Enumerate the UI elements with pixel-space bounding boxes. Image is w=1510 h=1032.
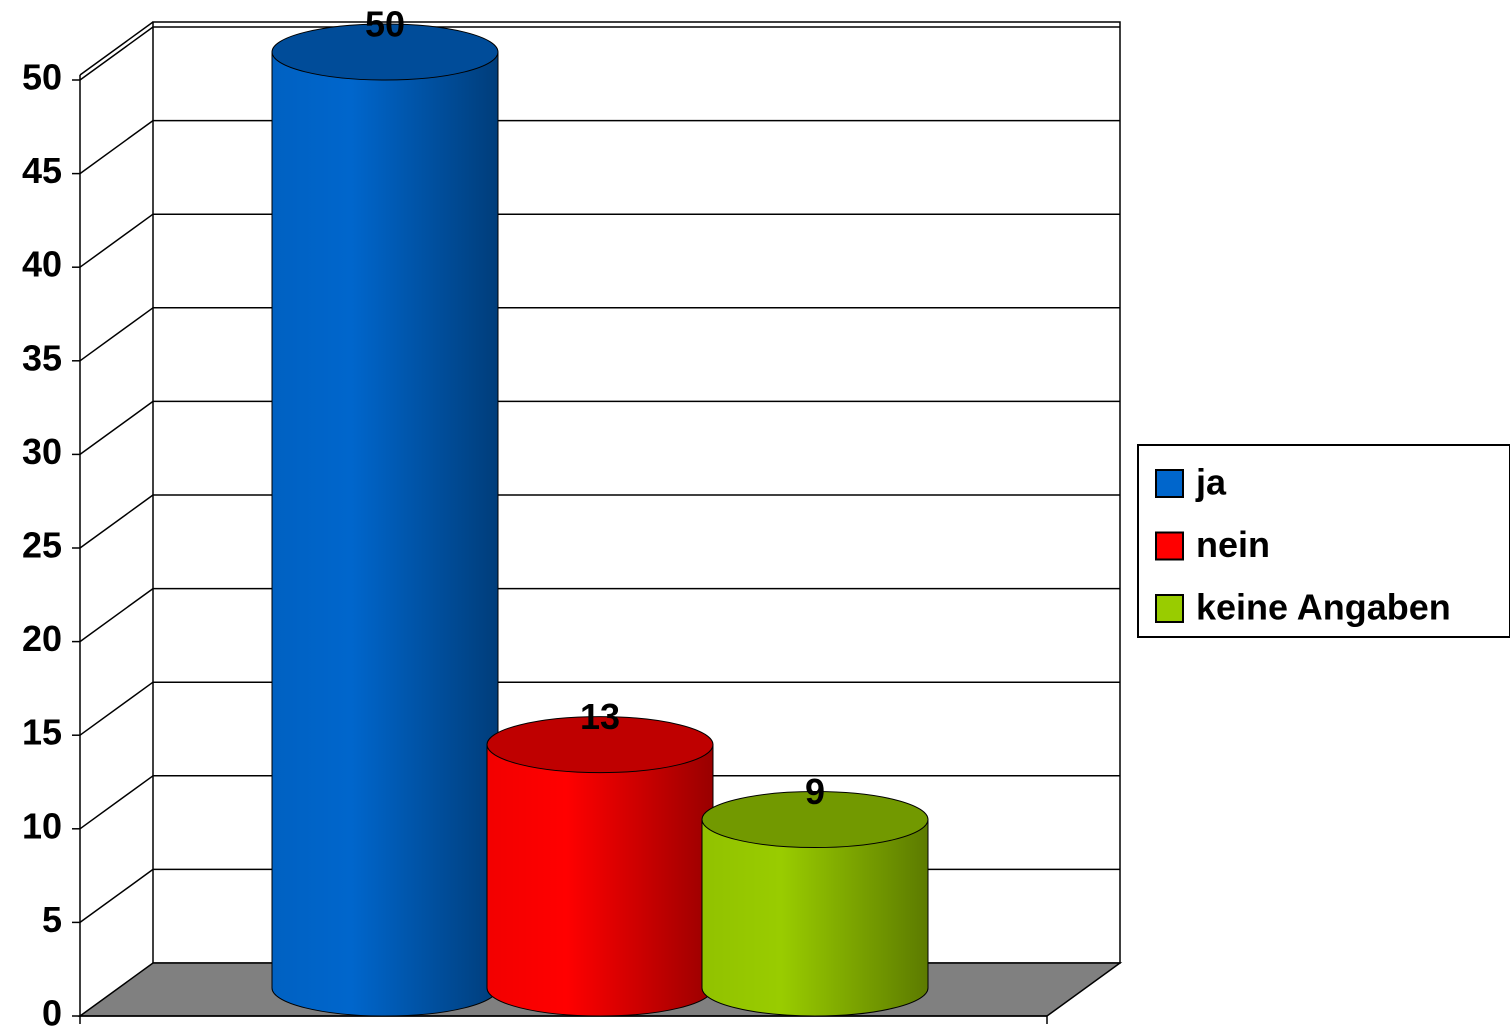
bar-shade bbox=[487, 744, 713, 1016]
legend-label: ja bbox=[1195, 462, 1227, 503]
legend-swatch bbox=[1155, 594, 1184, 623]
bar-top-shade bbox=[487, 716, 713, 773]
grid-line bbox=[79, 400, 154, 456]
grid-line bbox=[79, 775, 154, 830]
bar-top-shade bbox=[702, 791, 928, 848]
y-tick-label: 50 bbox=[22, 57, 62, 98]
y-tick-label: 35 bbox=[22, 337, 62, 378]
legend-label: keine Angaben bbox=[1196, 587, 1451, 628]
wall-edge bbox=[79, 21, 154, 76]
bar-top bbox=[486, 716, 714, 774]
grid-line bbox=[79, 868, 154, 924]
y-tick-label: 20 bbox=[22, 618, 62, 659]
data-label: 9 bbox=[805, 771, 825, 812]
y-tick-label: 10 bbox=[22, 805, 62, 846]
y-tick-label: 40 bbox=[22, 244, 62, 285]
grid-line bbox=[79, 119, 154, 175]
legend-swatch bbox=[1155, 531, 1184, 561]
bar-shade bbox=[702, 819, 928, 1016]
bar-top bbox=[701, 791, 929, 849]
bar-shade bbox=[272, 52, 498, 1016]
legend bbox=[1137, 444, 1510, 638]
bar-top-shade bbox=[272, 24, 498, 80]
grid-line bbox=[79, 494, 154, 549]
grid-line bbox=[79, 213, 154, 268]
legend-label: nein bbox=[1196, 524, 1270, 565]
y-tick-label: 15 bbox=[22, 712, 62, 753]
data-label: 13 bbox=[580, 696, 620, 737]
y-tick-label: 5 bbox=[42, 899, 62, 940]
grid-line bbox=[79, 681, 154, 736]
y-tick-label: 25 bbox=[22, 525, 62, 566]
y-tick-label: 45 bbox=[22, 150, 62, 191]
grid-line bbox=[79, 307, 154, 362]
bar-top bbox=[271, 23, 499, 81]
data-label: 50 bbox=[365, 4, 405, 45]
grid-line bbox=[79, 26, 154, 81]
y-tick-label: 0 bbox=[42, 993, 62, 1032]
grid-line bbox=[79, 587, 154, 643]
y-tick-label: 30 bbox=[22, 431, 62, 472]
legend-swatch bbox=[1155, 469, 1184, 498]
